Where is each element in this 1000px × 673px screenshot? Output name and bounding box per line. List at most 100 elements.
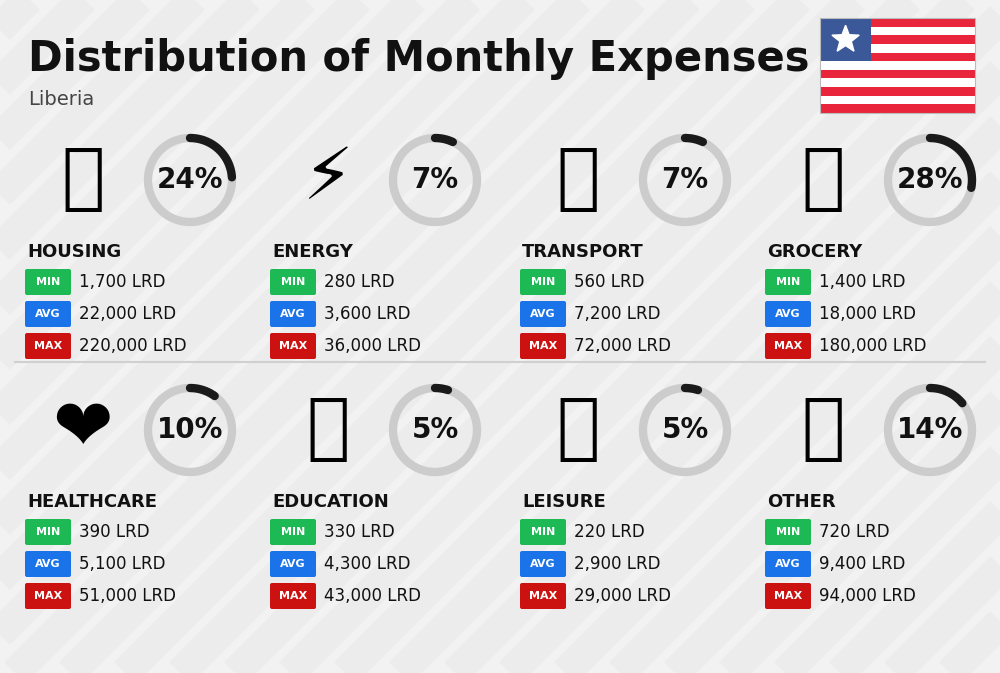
Text: MIN: MIN — [281, 527, 305, 537]
Text: ⚡: ⚡ — [303, 145, 353, 215]
FancyBboxPatch shape — [25, 301, 71, 327]
FancyBboxPatch shape — [820, 44, 975, 52]
Text: 💰: 💰 — [801, 396, 845, 464]
Text: MIN: MIN — [776, 277, 800, 287]
Text: 330 LRD: 330 LRD — [324, 523, 395, 541]
Text: 9,400 LRD: 9,400 LRD — [819, 555, 905, 573]
FancyBboxPatch shape — [270, 583, 316, 609]
Text: MIN: MIN — [531, 527, 555, 537]
FancyBboxPatch shape — [820, 35, 975, 44]
FancyBboxPatch shape — [820, 96, 975, 104]
FancyBboxPatch shape — [25, 333, 71, 359]
FancyBboxPatch shape — [270, 333, 316, 359]
Text: MIN: MIN — [281, 277, 305, 287]
Text: 5%: 5% — [661, 416, 709, 444]
Text: 2,900 LRD: 2,900 LRD — [574, 555, 660, 573]
Text: 560 LRD: 560 LRD — [574, 273, 644, 291]
Text: 3,600 LRD: 3,600 LRD — [324, 305, 411, 323]
FancyBboxPatch shape — [520, 583, 566, 609]
FancyBboxPatch shape — [270, 301, 316, 327]
Polygon shape — [832, 26, 859, 51]
FancyBboxPatch shape — [270, 551, 316, 577]
FancyBboxPatch shape — [520, 519, 566, 545]
FancyBboxPatch shape — [765, 583, 811, 609]
FancyBboxPatch shape — [270, 269, 316, 295]
FancyBboxPatch shape — [520, 333, 566, 359]
Text: 1,400 LRD: 1,400 LRD — [819, 273, 906, 291]
FancyBboxPatch shape — [820, 104, 975, 113]
Text: 🏙: 🏙 — [61, 145, 105, 215]
Text: Liberia: Liberia — [28, 90, 94, 109]
Text: TRANSPORT: TRANSPORT — [522, 243, 644, 261]
Text: AVG: AVG — [775, 559, 801, 569]
Text: 28%: 28% — [897, 166, 963, 194]
FancyBboxPatch shape — [270, 519, 316, 545]
Text: 22,000 LRD: 22,000 LRD — [79, 305, 176, 323]
Text: OTHER: OTHER — [767, 493, 836, 511]
Text: ENERGY: ENERGY — [272, 243, 353, 261]
Text: 7%: 7% — [661, 166, 709, 194]
Text: 280 LRD: 280 LRD — [324, 273, 395, 291]
Text: HOUSING: HOUSING — [27, 243, 121, 261]
Text: 7,200 LRD: 7,200 LRD — [574, 305, 660, 323]
Text: 14%: 14% — [897, 416, 963, 444]
Text: MAX: MAX — [279, 341, 307, 351]
FancyBboxPatch shape — [25, 269, 71, 295]
Text: MAX: MAX — [774, 591, 802, 601]
FancyBboxPatch shape — [520, 301, 566, 327]
Text: LEISURE: LEISURE — [522, 493, 606, 511]
FancyBboxPatch shape — [765, 301, 811, 327]
Text: MIN: MIN — [36, 277, 60, 287]
Text: MAX: MAX — [34, 591, 62, 601]
Text: 7%: 7% — [411, 166, 459, 194]
Text: MIN: MIN — [36, 527, 60, 537]
Text: AVG: AVG — [35, 309, 61, 319]
FancyBboxPatch shape — [765, 333, 811, 359]
FancyBboxPatch shape — [820, 18, 871, 61]
FancyBboxPatch shape — [820, 61, 975, 70]
Text: MAX: MAX — [34, 341, 62, 351]
Text: MIN: MIN — [531, 277, 555, 287]
Text: 51,000 LRD: 51,000 LRD — [79, 587, 176, 605]
Text: MAX: MAX — [279, 591, 307, 601]
Text: 18,000 LRD: 18,000 LRD — [819, 305, 916, 323]
Text: 5,100 LRD: 5,100 LRD — [79, 555, 166, 573]
FancyBboxPatch shape — [820, 79, 975, 87]
FancyBboxPatch shape — [820, 87, 975, 96]
Text: 🛍: 🛍 — [556, 396, 600, 464]
Text: 🚌: 🚌 — [556, 145, 600, 215]
Text: 4,300 LRD: 4,300 LRD — [324, 555, 411, 573]
FancyBboxPatch shape — [820, 52, 975, 61]
Text: EDUCATION: EDUCATION — [272, 493, 389, 511]
Text: 180,000 LRD: 180,000 LRD — [819, 337, 926, 355]
Text: 36,000 LRD: 36,000 LRD — [324, 337, 421, 355]
Text: MAX: MAX — [774, 341, 802, 351]
Text: 720 LRD: 720 LRD — [819, 523, 890, 541]
Text: 220,000 LRD: 220,000 LRD — [79, 337, 187, 355]
Text: AVG: AVG — [35, 559, 61, 569]
FancyBboxPatch shape — [25, 583, 71, 609]
Text: 29,000 LRD: 29,000 LRD — [574, 587, 671, 605]
Text: Distribution of Monthly Expenses: Distribution of Monthly Expenses — [28, 38, 810, 80]
Text: MAX: MAX — [529, 341, 557, 351]
Text: 390 LRD: 390 LRD — [79, 523, 150, 541]
Text: 1,700 LRD: 1,700 LRD — [79, 273, 166, 291]
Text: AVG: AVG — [280, 309, 306, 319]
Text: 🎓: 🎓 — [306, 396, 350, 464]
Text: ❤️: ❤️ — [53, 396, 113, 464]
Text: MIN: MIN — [776, 527, 800, 537]
Text: 43,000 LRD: 43,000 LRD — [324, 587, 421, 605]
FancyBboxPatch shape — [25, 551, 71, 577]
Text: 94,000 LRD: 94,000 LRD — [819, 587, 916, 605]
FancyBboxPatch shape — [520, 269, 566, 295]
Text: 10%: 10% — [157, 416, 223, 444]
FancyBboxPatch shape — [765, 269, 811, 295]
Text: AVG: AVG — [530, 309, 556, 319]
FancyBboxPatch shape — [520, 551, 566, 577]
FancyBboxPatch shape — [25, 519, 71, 545]
Text: AVG: AVG — [775, 309, 801, 319]
Text: 72,000 LRD: 72,000 LRD — [574, 337, 671, 355]
Text: AVG: AVG — [280, 559, 306, 569]
Text: GROCERY: GROCERY — [767, 243, 862, 261]
Text: 🛒: 🛒 — [801, 145, 845, 215]
